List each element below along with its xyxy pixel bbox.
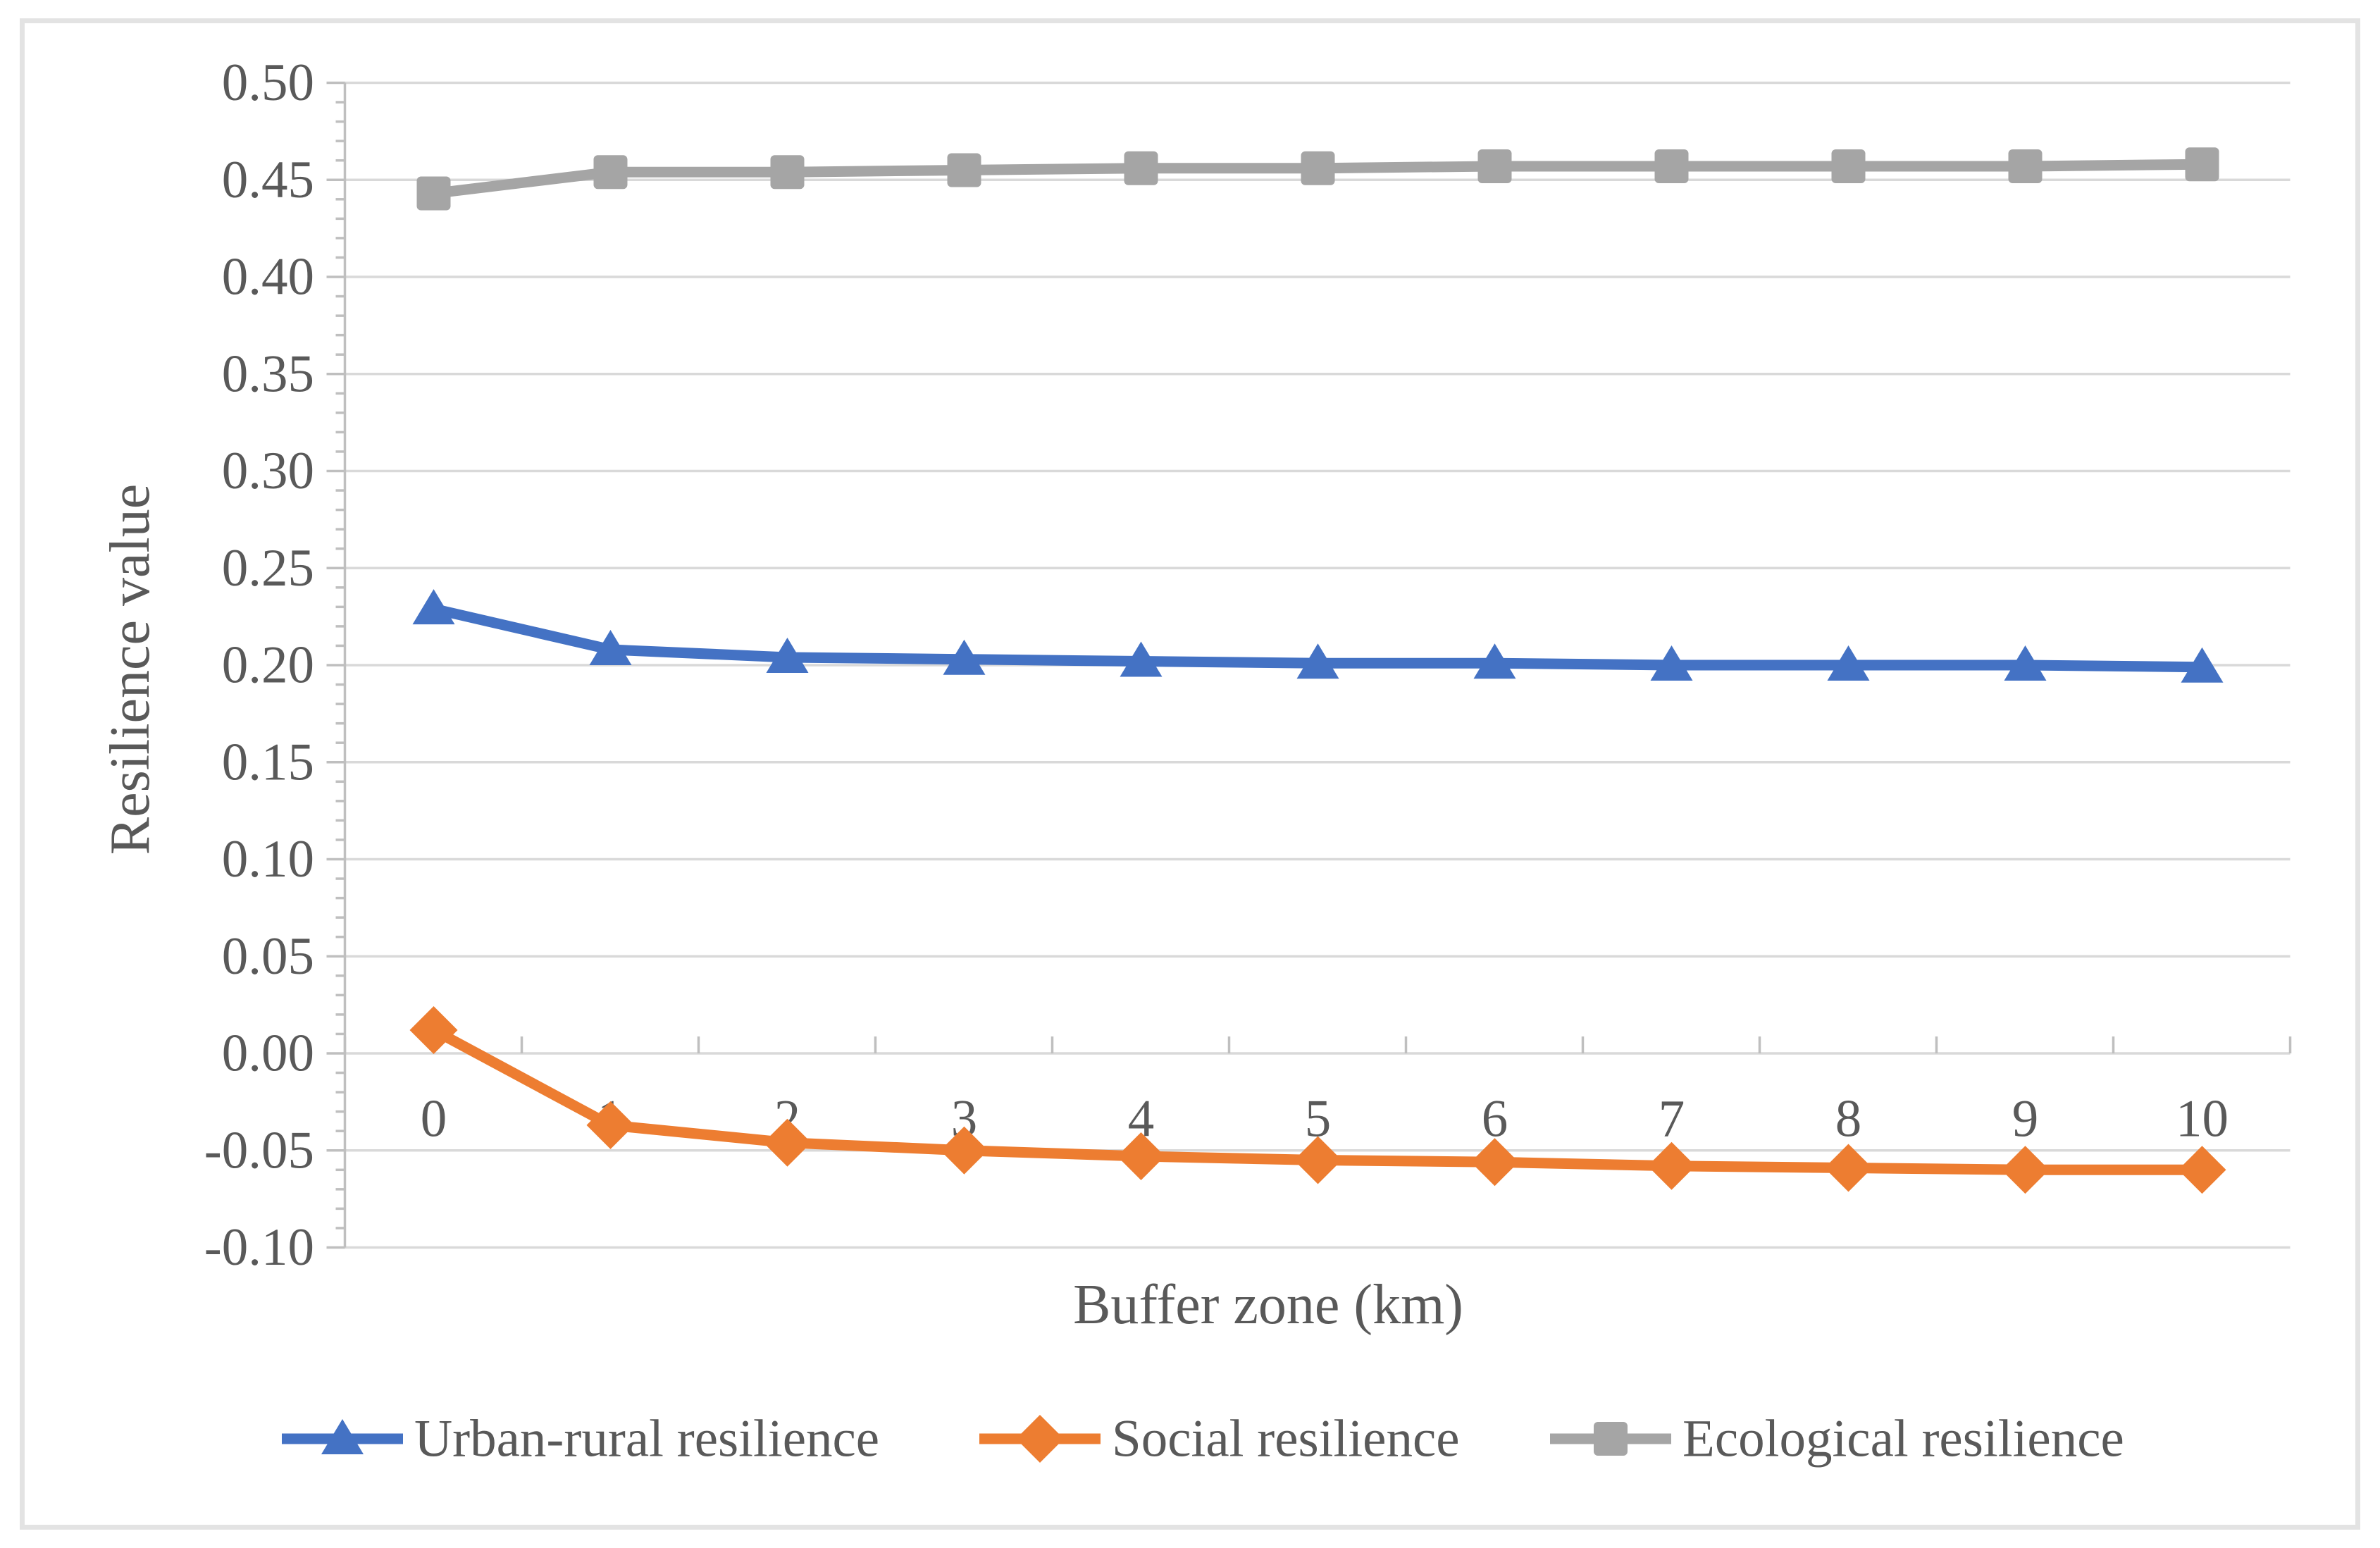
x-axis-title: Buffer zone (km) bbox=[1073, 1274, 1463, 1336]
ecological-resilience-marker bbox=[2185, 147, 2219, 182]
social-resilience-marker bbox=[586, 1101, 635, 1149]
urban-rural-resilience-marker bbox=[1827, 645, 1870, 681]
urban-rural-resilience-legend-marker bbox=[321, 1419, 364, 1454]
ecological-resilience-marker bbox=[947, 153, 981, 187]
ecological-resilience-marker bbox=[1477, 149, 1512, 183]
x-axis-ticks bbox=[343, 1036, 2292, 1053]
social-resilience-marker bbox=[1117, 1132, 1165, 1181]
y-tick-label: -0.05 bbox=[204, 1121, 314, 1179]
y-tick-label: 0.25 bbox=[222, 539, 314, 597]
urban-rural-resilience-marker bbox=[1120, 641, 1163, 677]
urban-rural-resilience-marker bbox=[412, 589, 455, 625]
y-tick-label: 0.00 bbox=[222, 1024, 314, 1083]
x-tick-label: 8 bbox=[1835, 1090, 1862, 1148]
urban-rural-resilience-marker bbox=[1650, 645, 1693, 681]
ecological-resilience-marker bbox=[593, 155, 628, 190]
legend-item-social-resilience: Social resilience bbox=[979, 1410, 1460, 1468]
x-tick-label: 0 bbox=[421, 1090, 447, 1148]
y-tick-label: 0.10 bbox=[222, 830, 314, 888]
social-resilience-marker bbox=[409, 1005, 458, 1054]
y-tick-label: 0.20 bbox=[222, 636, 314, 695]
social-resilience-marker bbox=[1647, 1141, 1696, 1190]
ecological-resilience-marker bbox=[770, 155, 805, 190]
x-tick-label: 10 bbox=[2176, 1090, 2229, 1148]
y-axis-tick-labels: 0.50 0.45 0.40 0.35 0.30 0.25 0.20 0.15 0.10 0.05… bbox=[204, 54, 314, 1277]
urban-rural-resilience-marker bbox=[766, 637, 809, 673]
y-tick-label: 0.15 bbox=[222, 733, 314, 791]
ecological-resilience-legend-label: Ecological resilience bbox=[1682, 1410, 2124, 1468]
y-tick-label: 0.30 bbox=[222, 442, 314, 500]
y-axis-title: Resilience value bbox=[99, 484, 161, 855]
social-resilience-legend-marker bbox=[1016, 1415, 1064, 1463]
y-tick-label: 0.50 bbox=[222, 54, 314, 112]
legend-item-ecological-resilience: Ecological resilience bbox=[1550, 1410, 2124, 1468]
ecological-resilience-legend-marker bbox=[1594, 1422, 1628, 1456]
legend: Urban-rural resilience Social resilience E… bbox=[282, 1410, 2124, 1468]
y-tick-label: 0.05 bbox=[222, 927, 314, 986]
urban-rural-resilience-legend-label: Urban-rural resilience bbox=[414, 1410, 879, 1468]
y-tick-label: 0.45 bbox=[222, 151, 314, 209]
ecological-resilience-marker bbox=[1301, 151, 1335, 185]
social-resilience-legend-label: Social resilience bbox=[1112, 1410, 1460, 1468]
ecological-resilience-marker bbox=[1654, 149, 1689, 183]
ecological-resilience-marker bbox=[1124, 151, 1158, 185]
urban-rural-resilience-marker bbox=[1296, 643, 1339, 679]
y-tick-label: 0.35 bbox=[222, 345, 314, 403]
ecological-resilience-marker bbox=[2008, 149, 2043, 183]
series-social-resilience bbox=[409, 1005, 2226, 1194]
social-resilience-marker bbox=[1824, 1144, 1873, 1192]
urban-rural-resilience-marker bbox=[589, 629, 632, 665]
social-resilience-marker bbox=[2178, 1146, 2226, 1194]
ecological-resilience-marker bbox=[1831, 149, 1866, 183]
urban-rural-resilience-marker bbox=[2004, 645, 2047, 681]
urban-rural-resilience-marker bbox=[1473, 643, 1516, 679]
legend-item-urban-rural-resilience: Urban-rural resilience bbox=[282, 1410, 879, 1468]
social-resilience-marker bbox=[2001, 1146, 2050, 1194]
y-axis bbox=[326, 81, 347, 1249]
social-resilience-marker bbox=[763, 1118, 812, 1167]
series-ecological-resilience bbox=[416, 147, 2219, 211]
x-tick-label: 7 bbox=[1659, 1090, 1685, 1148]
ecological-resilience-marker bbox=[416, 176, 451, 211]
y-tick-label: 0.40 bbox=[222, 248, 314, 306]
y-tick-label: -0.10 bbox=[204, 1218, 314, 1277]
social-resilience-marker bbox=[940, 1126, 988, 1175]
social-resilience-marker bbox=[1294, 1136, 1342, 1184]
series-urban-rural-resilience bbox=[412, 589, 2224, 683]
social-resilience-marker bbox=[1470, 1138, 1519, 1187]
x-axis-tick-labels: 012345678910 bbox=[421, 1090, 2229, 1148]
x-tick-label: 9 bbox=[2012, 1090, 2039, 1148]
urban-rural-resilience-marker bbox=[943, 639, 986, 675]
urban-rural-resilience-marker bbox=[2181, 647, 2224, 683]
